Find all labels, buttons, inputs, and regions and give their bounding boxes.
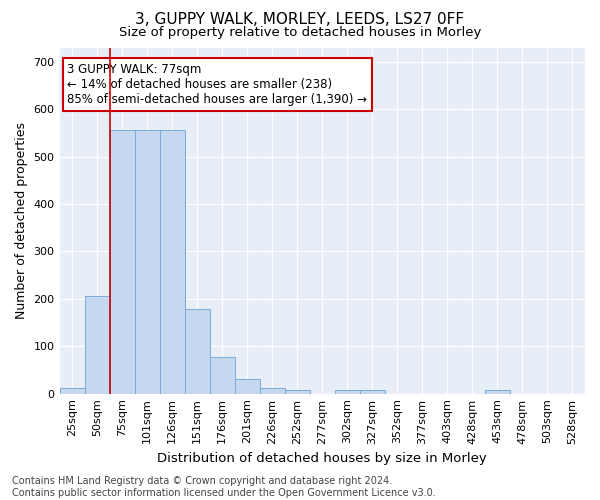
Y-axis label: Number of detached properties: Number of detached properties — [15, 122, 28, 319]
Bar — [160, 130, 185, 394]
Bar — [185, 310, 209, 394]
Bar — [59, 388, 85, 394]
Bar — [335, 390, 360, 394]
Bar — [260, 388, 285, 394]
Bar — [235, 380, 260, 394]
Text: 3, GUPPY WALK, MORLEY, LEEDS, LS27 0FF: 3, GUPPY WALK, MORLEY, LEEDS, LS27 0FF — [136, 12, 464, 28]
Text: 3 GUPPY WALK: 77sqm
← 14% of detached houses are smaller (238)
85% of semi-detac: 3 GUPPY WALK: 77sqm ← 14% of detached ho… — [67, 63, 367, 106]
Bar — [134, 130, 160, 394]
Bar — [85, 296, 110, 394]
Bar — [110, 130, 134, 394]
Bar — [360, 390, 385, 394]
Bar — [209, 356, 235, 394]
Text: Contains HM Land Registry data © Crown copyright and database right 2024.
Contai: Contains HM Land Registry data © Crown c… — [12, 476, 436, 498]
X-axis label: Distribution of detached houses by size in Morley: Distribution of detached houses by size … — [157, 452, 487, 465]
Bar — [285, 390, 310, 394]
Text: Size of property relative to detached houses in Morley: Size of property relative to detached ho… — [119, 26, 481, 39]
Bar — [485, 390, 510, 394]
